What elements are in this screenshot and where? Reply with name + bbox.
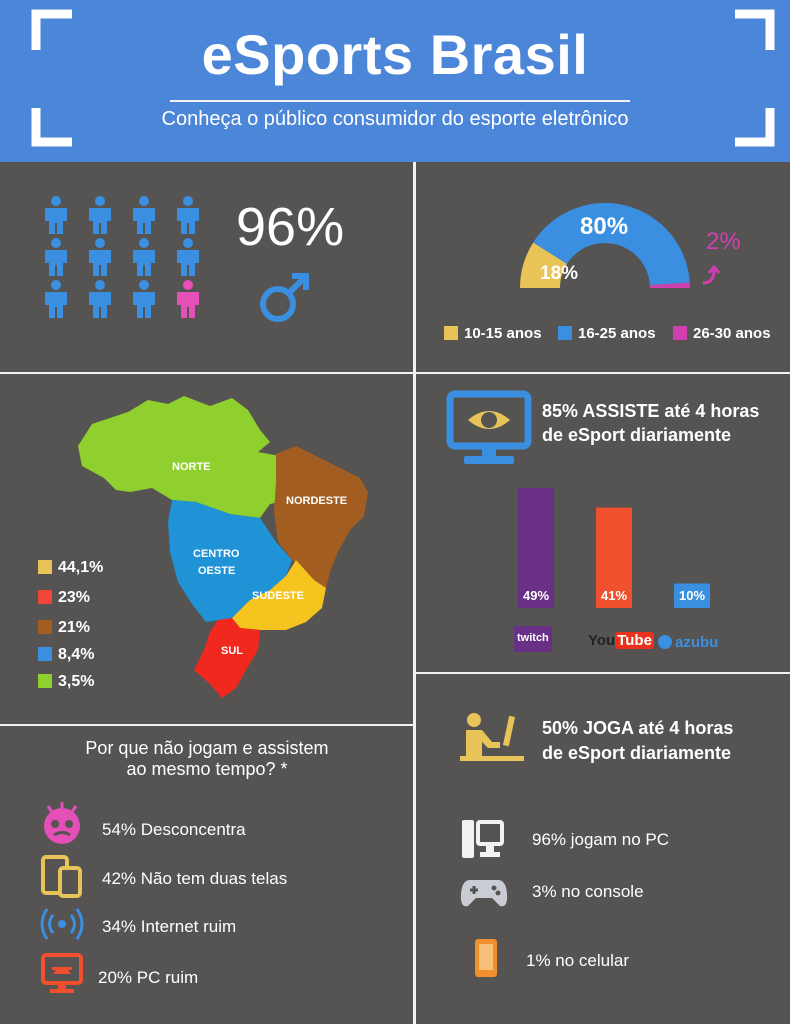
region-label-sudeste: SUDESTE	[252, 590, 304, 602]
age-legend-10-15: 10-15 anos	[444, 325, 542, 342]
region-nordeste	[274, 446, 368, 588]
male-person-icon	[89, 280, 111, 318]
curved-arrow-icon	[702, 264, 721, 285]
youtube-logo: You Tube	[588, 632, 654, 649]
play-item-console: 3% no console	[532, 882, 644, 901]
mobile-phone-icon	[475, 939, 497, 977]
male-person-icon	[45, 196, 67, 234]
reason-1: 54% Desconcentra	[102, 820, 246, 839]
azubu-logo: azubu	[658, 634, 718, 651]
female-person-icon	[177, 280, 199, 318]
region-legend-3: 8,4%	[38, 646, 94, 664]
male-person-icon	[45, 238, 67, 276]
two-devices-icon	[41, 855, 82, 898]
bar-label-azubu: 10%	[679, 588, 705, 603]
header-banner: eSports Brasil Conheça o público consumi…	[0, 0, 790, 162]
reason-4: 20% PC ruim	[98, 968, 199, 987]
region-centro-oeste	[168, 500, 292, 622]
region-label-sul: SUL	[221, 645, 243, 657]
hacker-pc-icon	[41, 953, 83, 993]
wifi-signal-icon	[40, 908, 84, 940]
bar-youtube	[596, 507, 632, 608]
watch-text-line2: de eSport diariamente	[542, 425, 732, 445]
region-sudeste	[232, 560, 326, 630]
age-arc-26-30	[649, 282, 690, 288]
bar-twitch	[518, 488, 554, 608]
region-sul	[194, 618, 260, 698]
age-label-80: 80%	[580, 213, 628, 240]
bar-label-twitch: 49%	[523, 588, 549, 603]
header-corner-brackets	[31, 9, 775, 147]
watch-text-line1: 85% ASSISTE até 4 horas	[542, 401, 760, 421]
page-subtitle: Conheça o público consumidor do esporte …	[161, 108, 629, 130]
age-legend-26-30: 26-30 anos	[673, 325, 771, 342]
male-person-icon	[177, 238, 199, 276]
vertical-divider	[413, 162, 416, 1024]
desktop-pc-icon	[462, 820, 504, 858]
person-at-desk-icon	[460, 713, 524, 761]
reason-3: 34% Internet ruim	[102, 917, 237, 936]
frustrated-face-icon	[44, 802, 80, 844]
platform-bar-chart: 49% 41% 10%	[518, 488, 710, 608]
region-legend-2: 21%	[38, 619, 90, 637]
male-person-icon	[89, 196, 111, 234]
row-divider-1	[0, 372, 790, 374]
gamepad-icon	[460, 880, 508, 907]
male-percent: 96%	[236, 197, 345, 257]
age-arc-16-25	[533, 203, 690, 286]
region-legend-1: 23%	[38, 589, 90, 607]
male-person-icon	[133, 280, 155, 318]
male-person-icon	[133, 238, 155, 276]
male-person-icon	[45, 280, 67, 318]
male-person-icon	[89, 238, 111, 276]
bar-label-youtube: 41%	[601, 588, 627, 603]
row-divider-right	[414, 672, 790, 674]
row-divider-left	[0, 724, 414, 726]
brazil-map: NORTE NORDESTE CENTRO OESTE SUDESTE SUL	[78, 396, 368, 698]
play-text-line1: 50% JOGA até 4 horas	[542, 718, 734, 738]
play-text-line2: de eSport diariamente	[542, 743, 732, 763]
region-legend-0: 44,1%	[38, 559, 103, 577]
region-label-nordeste: NORDESTE	[286, 495, 347, 507]
people-grid	[45, 196, 199, 318]
male-person-icon	[133, 196, 155, 234]
region-norte	[78, 396, 280, 518]
male-person-icon	[177, 196, 199, 234]
region-label-oeste: OESTE	[198, 565, 235, 577]
region-legend-4: 3,5%	[38, 673, 94, 691]
age-donut-chart: 18% 80%	[520, 203, 690, 288]
region-label-norte: NORTE	[172, 461, 211, 473]
play-item-mobile: 1% no celular	[526, 951, 630, 970]
male-symbol-icon	[260, 273, 309, 322]
title-divider	[170, 100, 630, 102]
monitor-eye-icon	[446, 390, 532, 464]
age-label-18: 18%	[540, 263, 578, 284]
reason-2: 42% Não tem duas telas	[102, 869, 288, 888]
age-arc-10-15	[520, 242, 568, 288]
twitch-logo: twitch	[514, 626, 552, 652]
play-item-pc: 96% jogam no PC	[532, 830, 670, 849]
bar-azubu	[674, 583, 710, 608]
region-label-centro: CENTRO	[193, 548, 240, 560]
age-label-2: 2%	[706, 228, 741, 255]
page-title: eSports Brasil	[201, 23, 589, 86]
age-legend-16-25: 16-25 anos	[558, 325, 656, 342]
reasons-title: Por que não jogam e assistem ao mesmo te…	[85, 738, 329, 779]
